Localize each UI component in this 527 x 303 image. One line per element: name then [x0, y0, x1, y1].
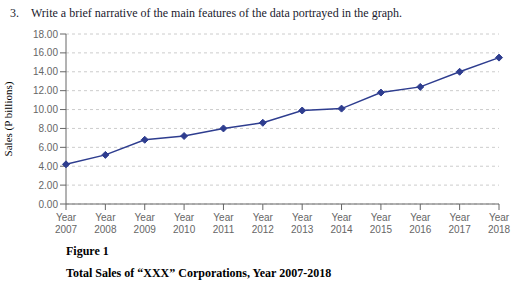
html-text:Total Sales of “XXX” Corporati: Total Sales of “XXX” Corporations, Year …	[66, 266, 332, 280]
html-text:3.: 3.	[10, 6, 19, 20]
svg-text:Year2014: Year2014	[330, 212, 353, 235]
svg-text:Year2018: Year2018	[488, 212, 511, 235]
svg-text:Year2010: Year2010	[173, 212, 196, 235]
svg-text:Year2008: Year2008	[94, 212, 117, 235]
svg-text:8.00: 8.00	[39, 123, 59, 134]
svg-text:Year2016: Year2016	[409, 212, 432, 235]
svg-text:Year2007: Year2007	[55, 212, 78, 235]
svg-text:Year2011: Year2011	[213, 212, 235, 235]
svg-text:18.00: 18.00	[33, 29, 58, 40]
svg-text:12.00: 12.00	[33, 85, 58, 96]
svg-text:6.00: 6.00	[39, 142, 59, 153]
svg-text:Year2017: Year2017	[449, 212, 472, 235]
html-text:Figure 1: Figure 1	[66, 244, 109, 258]
svg-text:10.00: 10.00	[33, 104, 58, 115]
svg-text:Year2012: Year2012	[252, 212, 275, 235]
html-text:Write a brief narrative of the: Write a brief narrative of the main feat…	[31, 6, 402, 20]
svg-text:Year2009: Year2009	[134, 212, 157, 235]
svg-text:16.00: 16.00	[33, 47, 58, 58]
svg-text:0.00: 0.00	[39, 199, 59, 210]
svg-text:4.00: 4.00	[39, 161, 59, 172]
svg-text:14.00: 14.00	[33, 66, 58, 77]
svg-text:2.00: 2.00	[39, 180, 59, 191]
svg-text:Year2015: Year2015	[370, 212, 393, 235]
svg-text:Sales (P billions): Sales (P billions)	[8, 81, 15, 156]
svg-text:Year2013: Year2013	[291, 212, 314, 235]
